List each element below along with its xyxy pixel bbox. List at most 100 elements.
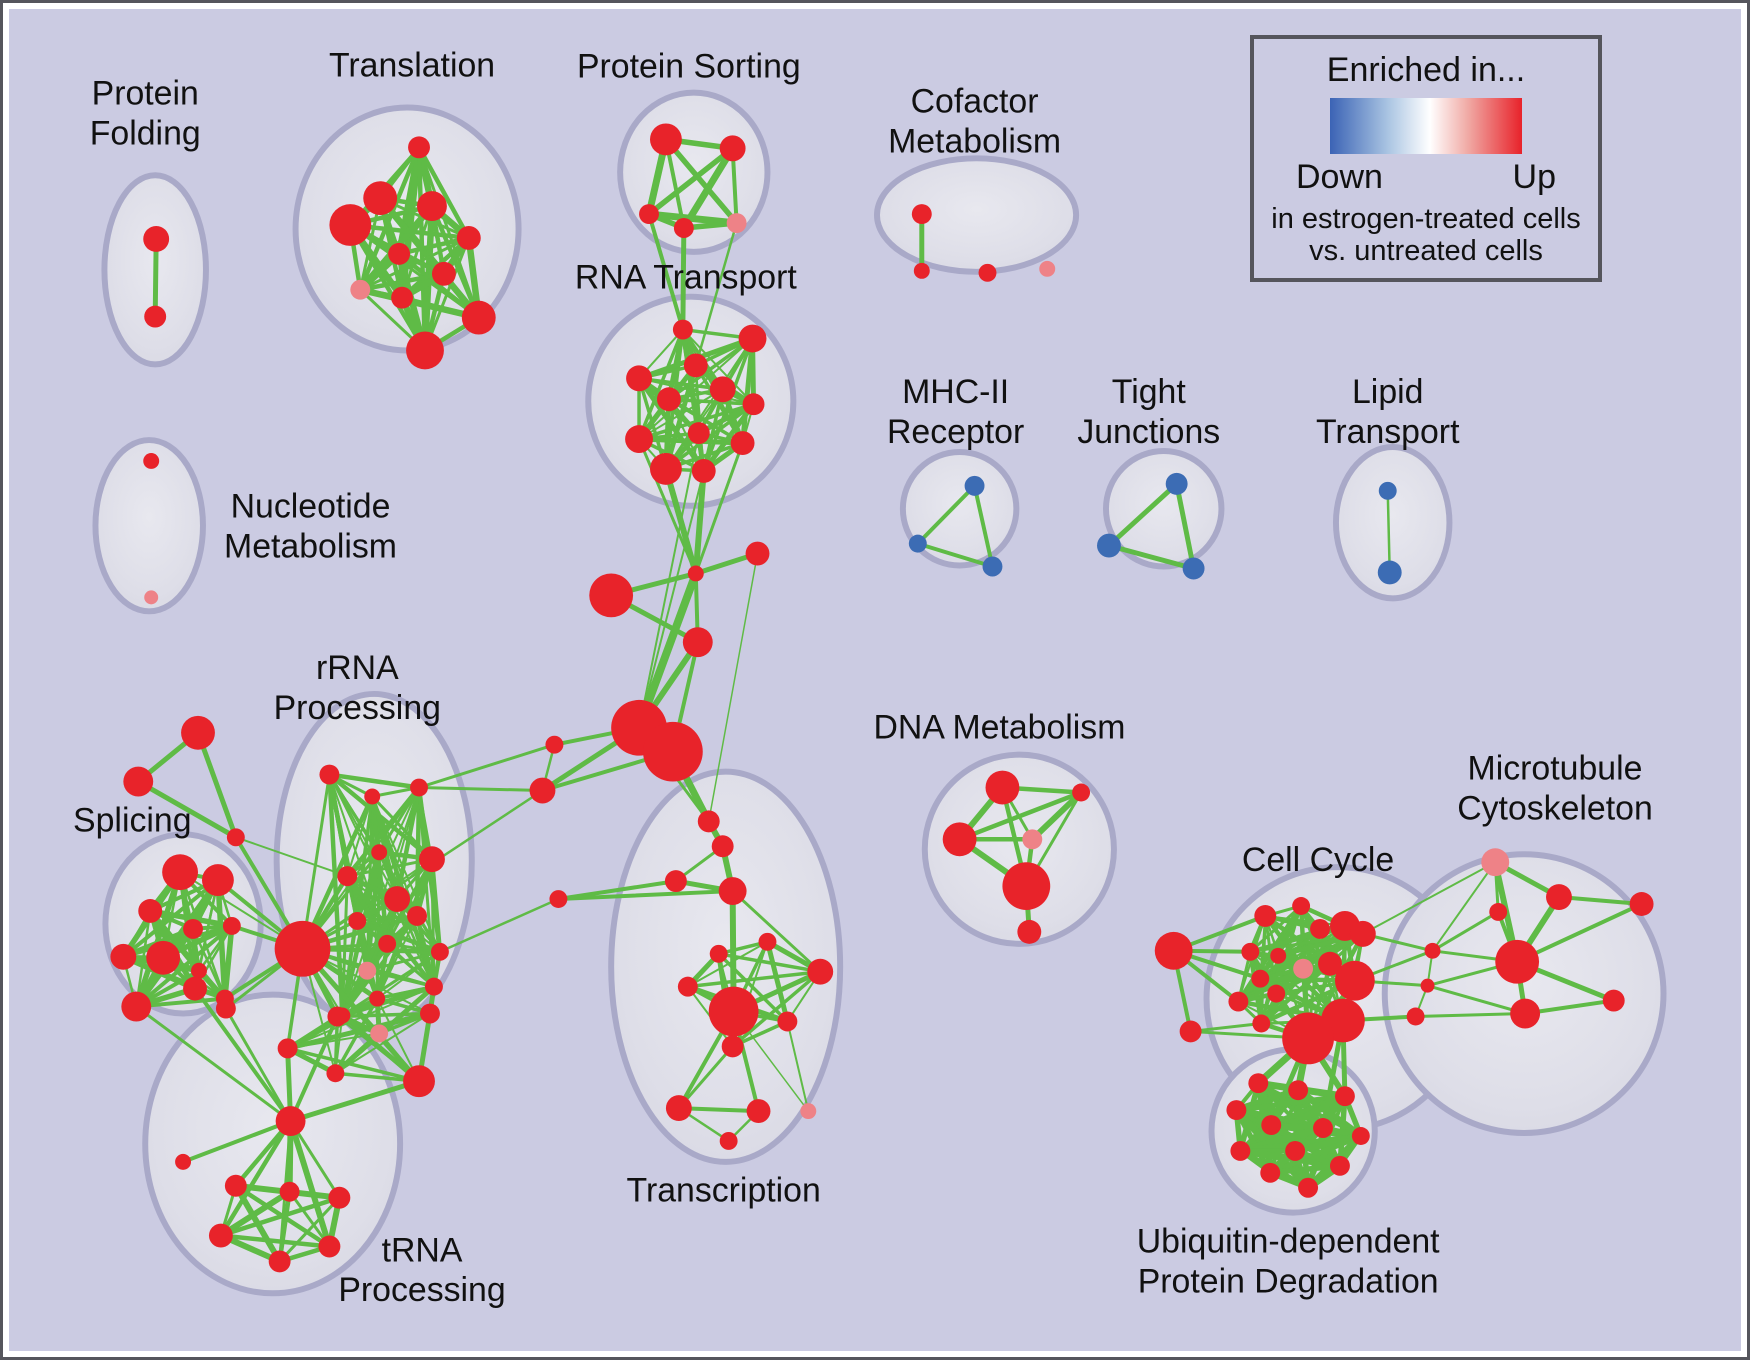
node-ub3 bbox=[1334, 1086, 1355, 1107]
node-cc12 bbox=[1251, 969, 1270, 988]
edge-rrna-core bbox=[430, 857, 436, 989]
edge-tn_iso-tnh bbox=[181, 1119, 293, 1164]
node-m7 bbox=[326, 1064, 345, 1083]
edge-rna-transport bbox=[638, 377, 755, 406]
node-cc3 bbox=[1254, 905, 1277, 927]
node-mt7 bbox=[1629, 892, 1654, 916]
node-t9 bbox=[391, 286, 414, 309]
edge-rrna-core bbox=[301, 773, 331, 951]
node-rt4 bbox=[626, 365, 652, 392]
node-tj2 bbox=[1097, 533, 1121, 558]
node-cc15 bbox=[1228, 991, 1249, 1012]
node-sp8 bbox=[191, 962, 207, 979]
edge-sp_t2-sp_t3 bbox=[135, 779, 239, 840]
edge-tr11-tr12 bbox=[677, 1044, 735, 1110]
node-c5 bbox=[545, 735, 564, 754]
edge-trna-ring bbox=[288, 1190, 331, 1248]
legend-caption-line2: vs. untreated cells bbox=[1309, 235, 1543, 267]
cluster-label-tight-junctions-line1: Tight bbox=[1112, 373, 1187, 411]
node-tnh bbox=[275, 1106, 306, 1136]
node-t6 bbox=[388, 242, 411, 265]
node-sp7 bbox=[146, 940, 181, 975]
legend-gradient-bar bbox=[1330, 98, 1522, 154]
node-sp5 bbox=[222, 916, 241, 935]
edge-tr4-tr7 bbox=[731, 889, 822, 974]
node-ps3 bbox=[639, 204, 659, 225]
edge-trna-ring bbox=[277, 1189, 292, 1264]
node-sp4 bbox=[183, 918, 203, 939]
node-ub6 bbox=[1313, 1118, 1333, 1138]
edge-cell-cycle bbox=[1259, 961, 1333, 1026]
edge-lt1-lt2 bbox=[1386, 489, 1391, 574]
edge-rna-transport bbox=[667, 397, 756, 406]
edge-ps5-rt3 bbox=[694, 221, 738, 367]
edge-splicing bbox=[222, 923, 235, 1002]
edge-rna-transport bbox=[638, 337, 754, 441]
cluster-label-ubiquitin-degradation-line1: Ubiquitin-dependent bbox=[1137, 1222, 1440, 1260]
edge-c6-rr3 bbox=[417, 786, 544, 793]
node-tr13 bbox=[746, 1099, 771, 1124]
node-rt11 bbox=[649, 453, 682, 485]
node-tn3 bbox=[328, 1186, 351, 1209]
legend-title: Enriched in... bbox=[1326, 51, 1526, 89]
edge-rna-transport bbox=[637, 327, 685, 441]
node-mt1 bbox=[1481, 848, 1510, 877]
edge-rrna-core bbox=[376, 914, 419, 1000]
node-mh2 bbox=[908, 534, 927, 553]
cluster-ellipse-nucleotide-metabolism bbox=[92, 437, 206, 615]
edge-rna-transport bbox=[701, 401, 757, 474]
node-cf2 bbox=[913, 262, 930, 279]
edge-c6-rrh bbox=[301, 789, 544, 951]
node-tn4 bbox=[208, 1223, 233, 1248]
edge-rrna-lower bbox=[332, 1030, 382, 1076]
edge-rt12-c1 bbox=[692, 467, 707, 577]
node-tr6 bbox=[709, 944, 728, 963]
node-tj1 bbox=[1165, 472, 1188, 495]
node-dm4 bbox=[1022, 829, 1043, 850]
node-rr7 bbox=[384, 886, 411, 912]
node-mt5 bbox=[1510, 998, 1541, 1029]
node-cf3 bbox=[978, 263, 997, 282]
node-rt6 bbox=[656, 387, 681, 412]
edge-mh1-mh3 bbox=[972, 483, 995, 569]
cluster-label-rrna-processing-line1: rRNA bbox=[316, 649, 399, 687]
node-tr4 bbox=[718, 877, 747, 906]
edge-m2-tnh bbox=[288, 1014, 340, 1124]
cluster-label-nucleotide-metabolism-line1: Nucleotide bbox=[231, 488, 391, 526]
node-nm1 bbox=[143, 453, 160, 469]
node-t1 bbox=[408, 136, 430, 159]
node-cc1 bbox=[1154, 931, 1193, 970]
node-dm3 bbox=[942, 822, 977, 857]
edge-rrna-lower bbox=[334, 1012, 431, 1075]
node-cc5 bbox=[1310, 918, 1330, 939]
node-ub10 bbox=[1329, 1155, 1350, 1176]
node-rt1 bbox=[672, 319, 693, 340]
edge-rrna-lower bbox=[285, 1046, 421, 1083]
node-cc18 bbox=[1282, 1012, 1334, 1065]
edge-rna-transport bbox=[681, 328, 755, 406]
cluster-label-lipid-transport-line1: Lipid bbox=[1352, 373, 1423, 411]
cluster-label-trna-processing-line1: tRNA bbox=[382, 1231, 463, 1269]
edge-tr12-tr13 bbox=[676, 1106, 761, 1114]
edge-rt12-h1 bbox=[638, 469, 705, 729]
edge-sp11-tnh bbox=[193, 986, 293, 1124]
edge-protein-sorting bbox=[646, 145, 736, 217]
edge-ubiquitin bbox=[1267, 1163, 1343, 1176]
node-mh3 bbox=[982, 556, 1003, 577]
edge-transcription-inner bbox=[764, 939, 790, 1024]
edge-rna-transport bbox=[636, 375, 707, 474]
node-mt6 bbox=[1602, 989, 1625, 1012]
edge-dna-metabolism bbox=[957, 790, 1084, 842]
node-t2 bbox=[363, 181, 398, 216]
edge-rrna-core bbox=[327, 772, 422, 790]
node-m2 bbox=[327, 1006, 348, 1027]
network-stage: Protein Folding Translation Protein Sorting… bbox=[3, 3, 1747, 1357]
cluster-label-translation-line1: Translation bbox=[329, 47, 495, 85]
cluster-ellipse-cofactor-metabolism bbox=[874, 155, 1080, 275]
node-rr3 bbox=[410, 778, 428, 797]
node-m1 bbox=[277, 1038, 298, 1059]
edge-ps3-rt1 bbox=[647, 212, 685, 332]
cluster-label-trna-processing-line2: Processing bbox=[338, 1271, 505, 1309]
cluster-ellipse-lipid-transport bbox=[1332, 444, 1453, 602]
